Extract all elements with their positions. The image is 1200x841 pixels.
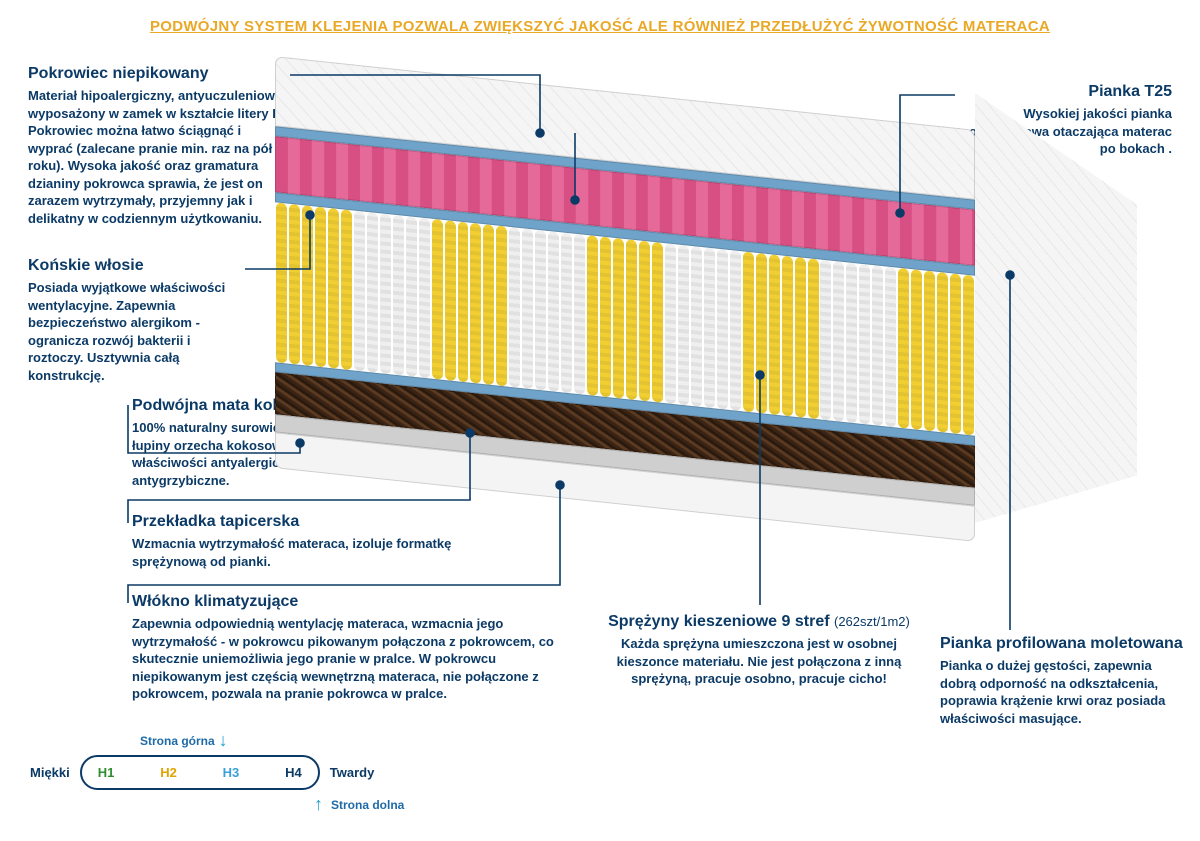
spring-zone [508, 227, 586, 395]
spring-coil [289, 204, 300, 365]
spring-coil [367, 212, 378, 373]
spring-coil [665, 243, 676, 404]
spring-coil [846, 262, 857, 423]
spring-coil [406, 216, 417, 377]
legend-bottom-caption: Strona dolna [331, 798, 404, 812]
spring-zone [819, 259, 897, 427]
spring-coil [445, 220, 456, 381]
label-konskie: Końskie włosie Posiada wyjątkowe właściw… [28, 257, 243, 384]
firmness-level: H2 [160, 765, 177, 780]
spring-coil [522, 228, 533, 389]
legend-soft: Miękki [30, 765, 70, 780]
spring-coil [393, 215, 404, 376]
label-pokrowiec: Pokrowiec niepikowany Materiał hipoalerg… [28, 65, 288, 227]
spring-coil [561, 232, 572, 393]
spring-coil [652, 242, 663, 403]
spring-coil [795, 257, 806, 418]
spring-coil [328, 208, 339, 369]
spring-coil [639, 240, 650, 401]
label-body: Materiał hipoalergiczny, antyuczuleniowy… [28, 87, 288, 227]
spring-coil [458, 221, 469, 382]
spring-coil [730, 250, 741, 411]
spring-zone [353, 210, 431, 378]
spring-coil [613, 238, 624, 399]
spring-coil [548, 231, 559, 392]
label-title: Pokrowiec niepikowany [28, 65, 288, 83]
spring-coil [859, 264, 870, 425]
page-headline: PODWÓJNY SYSTEM KLEJENIA POZWALA ZWIĘKSZ… [0, 0, 1200, 45]
arrow-up-icon: ↑ [314, 794, 323, 815]
mattress-illustration [275, 93, 1155, 653]
spring-coil [950, 273, 961, 434]
firmness-level: H4 [285, 765, 302, 780]
spring-coil [315, 206, 326, 367]
label-body: Pianka o dużej gęstości, zapewnia dobrą … [940, 657, 1185, 727]
spring-coil [535, 230, 546, 391]
spring-coil [885, 266, 896, 427]
firmness-level: H1 [98, 765, 115, 780]
spring-coil [496, 225, 507, 386]
legend-hard: Twardy [330, 765, 375, 780]
firmness-level: H3 [223, 765, 240, 780]
spring-coil [341, 209, 352, 370]
spring-zone [897, 268, 975, 436]
spring-coil [626, 239, 637, 400]
label-title: Końskie włosie [28, 257, 243, 275]
spring-coil [574, 234, 585, 395]
spring-coil [354, 210, 365, 371]
spring-coil [678, 245, 689, 406]
spring-zone [431, 219, 509, 387]
spring-coil [432, 219, 443, 380]
spring-coil [600, 236, 611, 397]
firmness-scale: H1 H2 H3 H4 [80, 755, 320, 790]
spring-coil [808, 258, 819, 419]
spring-zone [742, 251, 820, 419]
spring-coil [743, 251, 754, 412]
spring-coil [924, 270, 935, 431]
spring-coil [419, 217, 430, 378]
firmness-legend: Strona górna ↓ Miękki H1H2H3H4 Twardy ↑ … [30, 730, 450, 815]
spring-zone [275, 202, 353, 370]
diagram-canvas: Pokrowiec niepikowany Materiał hipoalerg… [0, 45, 1200, 745]
spring-coil [302, 205, 313, 366]
spring-coil [769, 254, 780, 415]
spring-coil [937, 272, 948, 433]
spring-coil [717, 249, 728, 410]
spring-coil [276, 202, 287, 363]
spring-coil [963, 275, 974, 436]
spring-coil [470, 223, 481, 384]
spring-coil [872, 265, 883, 426]
spring-coil [898, 268, 909, 429]
spring-zone [586, 235, 664, 403]
spring-coil [587, 235, 598, 396]
spring-coil [911, 269, 922, 430]
arrow-down-icon: ↓ [219, 730, 228, 751]
spring-zone [664, 243, 742, 411]
spring-coil [782, 255, 793, 416]
label-body: Posiada wyjątkowe właściwości wentylacyj… [28, 279, 243, 384]
spring-coil [756, 253, 767, 414]
spring-coil [704, 247, 715, 408]
legend-top-caption: Strona górna [140, 734, 215, 748]
spring-coil [691, 246, 702, 407]
spring-coil [483, 224, 494, 385]
spring-coil [820, 260, 831, 421]
mattress-side [975, 93, 1137, 670]
spring-coil [380, 213, 391, 374]
spring-coil [833, 261, 844, 422]
spring-coil [509, 227, 520, 388]
